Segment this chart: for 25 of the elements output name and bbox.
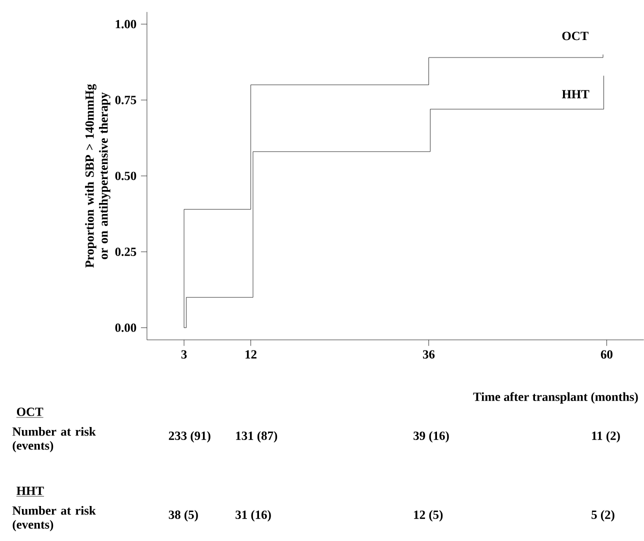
text: 131 (87) — [236, 431, 278, 443]
text: HHT — [16, 486, 44, 495]
x-axis-title: Time after transplant (months) — [473, 392, 638, 404]
y-axis-title: Proportion with SBP > 140mmHg or on antihypertensive therapy — [85, 84, 110, 268]
x-tick-label: 3 — [181, 350, 187, 359]
text: Number at risk (events) — [12, 427, 96, 452]
text: OCT — [16, 408, 44, 416]
series-label: HHT — [562, 90, 590, 98]
y-tick-label: 1.00 — [116, 20, 136, 28]
text: Number at risk (events) — [12, 506, 96, 532]
text: 5 (2) — [592, 510, 614, 522]
text: 39 (16) — [414, 431, 449, 443]
y-tick-label: 0.75 — [115, 96, 136, 104]
series-label: OCT — [562, 32, 588, 40]
y-tick-label: 0.50 — [115, 172, 136, 180]
x-tick-label: 36 — [422, 350, 435, 359]
text: 233 (91) — [168, 431, 210, 443]
y-tick-label: 0.00 — [115, 324, 136, 332]
text: 31 (16) — [236, 510, 271, 522]
x-tick-label: 60 — [600, 350, 612, 359]
x-tick-label: 12 — [246, 350, 256, 359]
text: 11 (2) — [592, 431, 620, 443]
y-tick-label: 0.25 — [115, 248, 136, 256]
text: 12 (5) — [414, 510, 443, 522]
text: 38 (5) — [168, 510, 198, 522]
